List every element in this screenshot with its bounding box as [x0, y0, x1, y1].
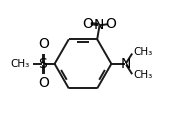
Text: O: O	[38, 37, 49, 51]
Text: CH₃: CH₃	[133, 70, 153, 80]
Text: O: O	[38, 76, 49, 91]
Text: S: S	[38, 57, 47, 71]
Text: N: N	[120, 57, 131, 71]
Text: CH₃: CH₃	[10, 59, 30, 69]
Text: O: O	[82, 17, 93, 31]
Text: CH₃: CH₃	[133, 47, 153, 57]
Text: O: O	[105, 17, 116, 31]
Text: N: N	[94, 18, 104, 32]
